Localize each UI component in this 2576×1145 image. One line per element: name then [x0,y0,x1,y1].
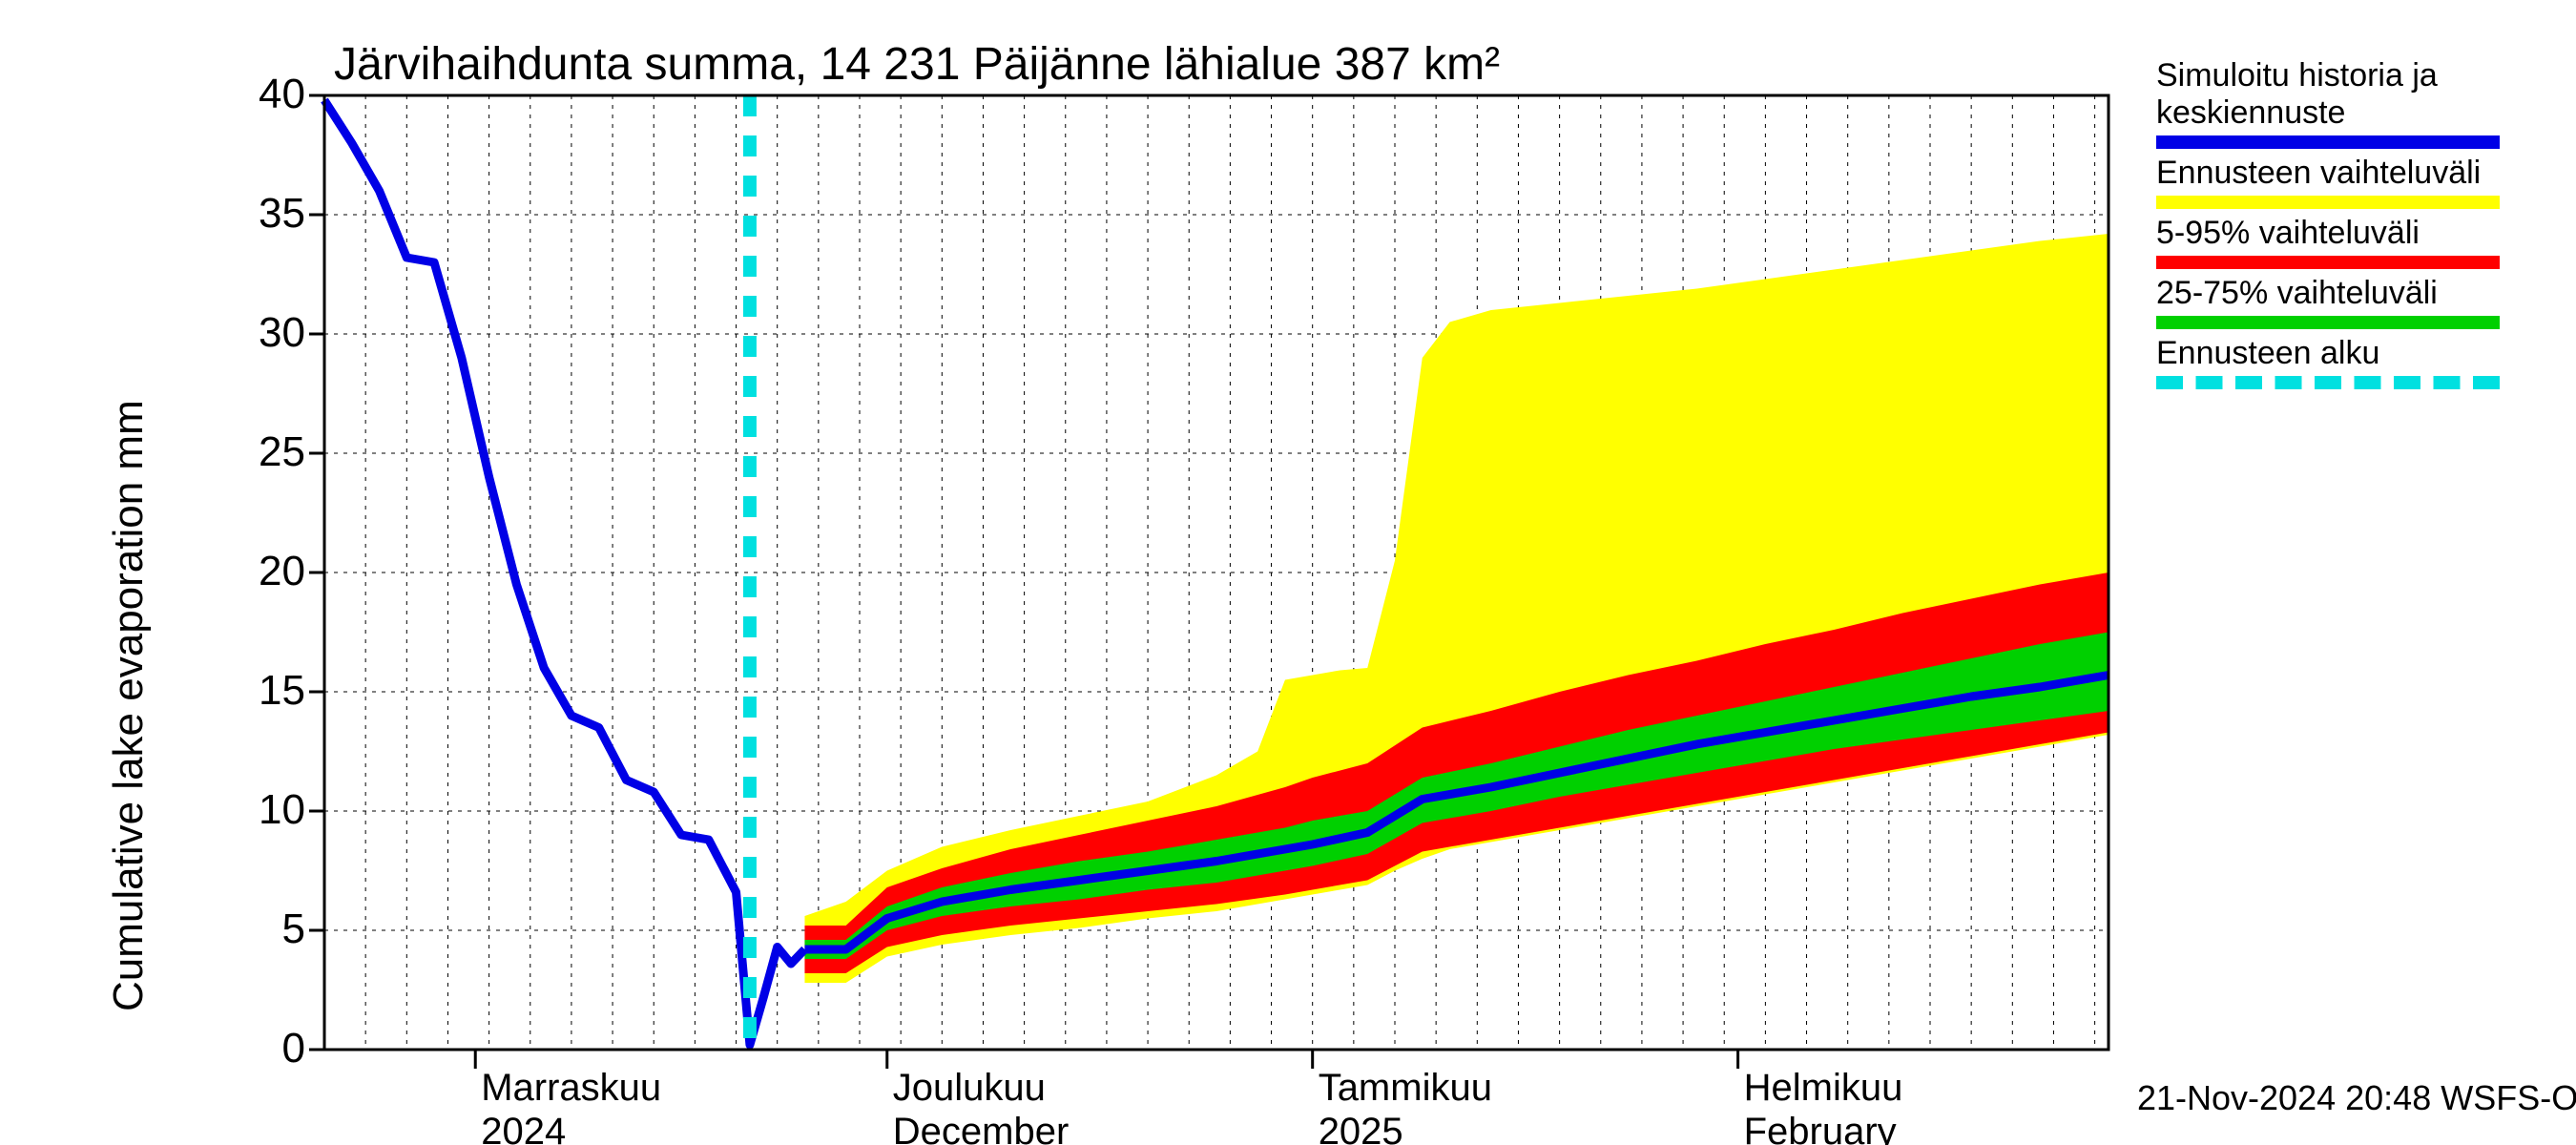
legend-swatch [2156,316,2500,329]
legend: Simuloitu historia jakeskiennuste Ennuste… [2156,57,2500,395]
y-tick: 25 [239,428,305,476]
x-month-sublabel: February [1744,1111,1897,1145]
x-month-sublabel: 2024 [481,1111,566,1145]
legend-swatch [2156,256,2500,269]
legend-item: 25-75% vaihteluväli [2156,275,2500,329]
y-tick: 15 [239,667,305,715]
y-tick: 10 [239,786,305,834]
x-month-label: Tammikuu [1319,1067,1492,1110]
legend-label: Simuloitu historia ja [2156,57,2500,94]
legend-item: Simuloitu historia jakeskiennuste [2156,57,2500,149]
legend-label: Ennusteen vaihteluväli [2156,155,2500,192]
legend-label: keskiennuste [2156,94,2500,132]
y-tick: 0 [239,1025,305,1072]
legend-item: 5-95% vaihteluväli [2156,215,2500,269]
y-tick: 5 [239,906,305,953]
x-month-label: Marraskuu [481,1067,661,1110]
chart-timestamp: 21-Nov-2024 20:48 WSFS-O [2137,1078,2576,1118]
legend-label: Ennusteen alku [2156,335,2500,372]
legend-swatch [2156,135,2500,149]
chart-container: Cumulative lake evaporation mm Järvihaih… [0,0,2576,1145]
y-tick: 20 [239,548,305,595]
legend-swatch [2156,196,2500,209]
legend-label: 5-95% vaihteluväli [2156,215,2500,252]
legend-item: Ennusteen alku [2156,335,2500,389]
y-tick: 30 [239,309,305,357]
x-month-label: Joulukuu [893,1067,1046,1110]
legend-swatch [2156,376,2500,389]
x-month-sublabel: 2025 [1319,1111,1403,1145]
y-tick: 35 [239,190,305,238]
x-month-label: Helmikuu [1744,1067,1903,1110]
y-tick: 40 [239,71,305,118]
legend-label: 25-75% vaihteluväli [2156,275,2500,312]
legend-item: Ennusteen vaihteluväli [2156,155,2500,209]
x-month-sublabel: December [893,1111,1070,1145]
